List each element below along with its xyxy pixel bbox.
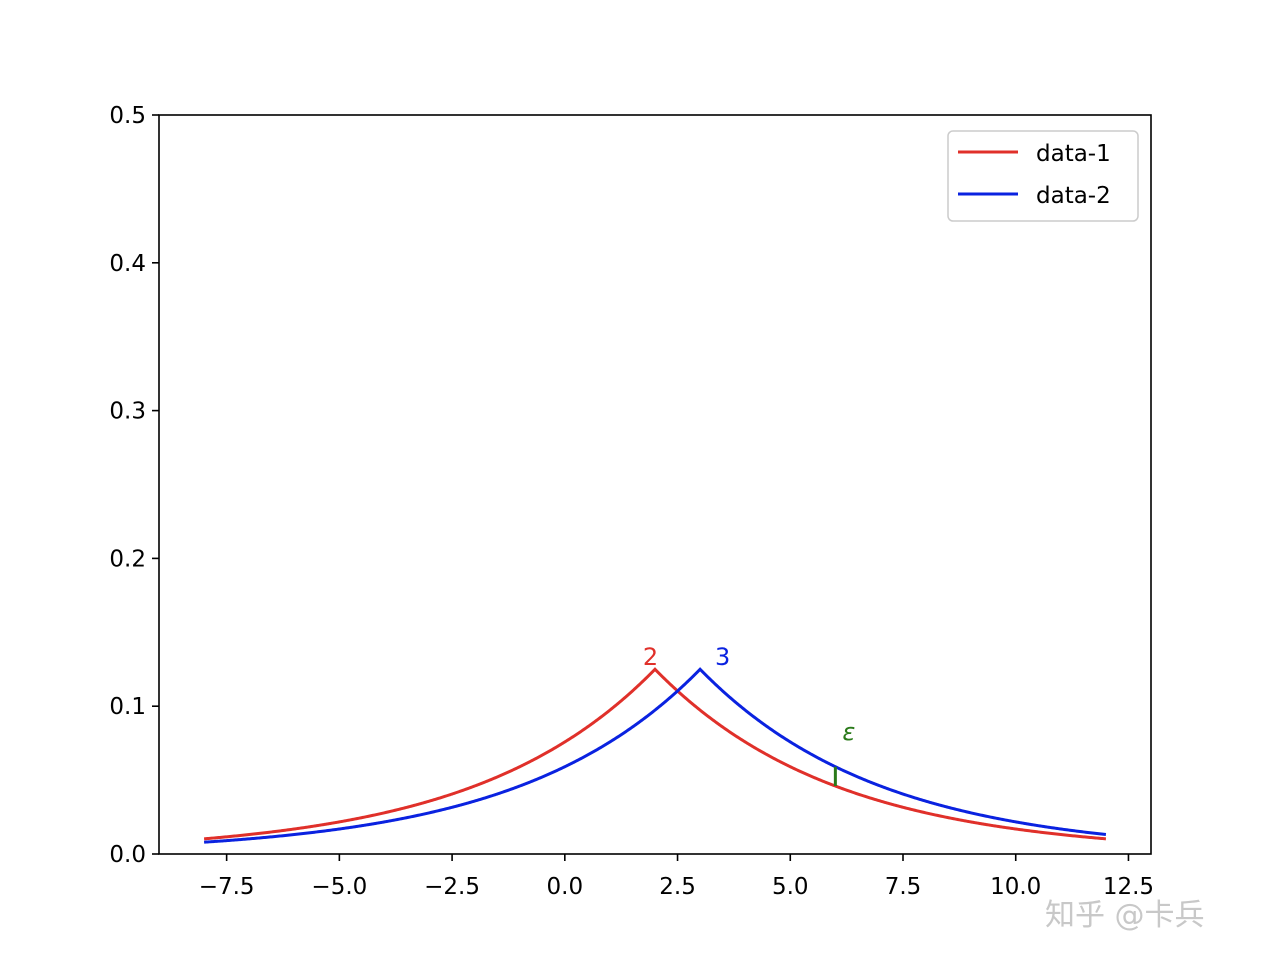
y-tick-label: 0.3 — [109, 399, 146, 425]
x-tick-label: 5.0 — [772, 874, 809, 900]
annotation-2: ε — [842, 718, 855, 746]
watermark: 知乎 @卡兵 — [1045, 898, 1205, 933]
series-line-data-2 — [203, 667, 1107, 844]
legend-label-data-1: data-1 — [1036, 141, 1111, 167]
plot-frame — [158, 114, 1152, 855]
x-tick-label: 0.0 — [547, 874, 584, 900]
annotation-1: 3 — [715, 643, 730, 671]
legend-label-data-2: data-2 — [1036, 183, 1111, 209]
x-tick-label: −2.5 — [424, 874, 480, 900]
annotation-0: 2 — [643, 643, 658, 671]
x-tick-label: 12.5 — [1103, 874, 1154, 900]
x-tick-label: 7.5 — [885, 874, 922, 900]
series-line-data-1 — [203, 667, 1107, 841]
x-tick-label: −5.0 — [311, 874, 367, 900]
x-tick-label: 2.5 — [659, 874, 696, 900]
y-tick-label: 0.2 — [109, 546, 146, 572]
x-tick-label: −7.5 — [199, 874, 255, 900]
y-tick-label: 0.5 — [109, 103, 146, 129]
x-tick-label: 10.0 — [990, 874, 1041, 900]
y-tick-label: 0.1 — [109, 694, 146, 720]
y-tick-label: 0.4 — [109, 251, 146, 277]
y-tick-label: 0.0 — [109, 842, 146, 868]
